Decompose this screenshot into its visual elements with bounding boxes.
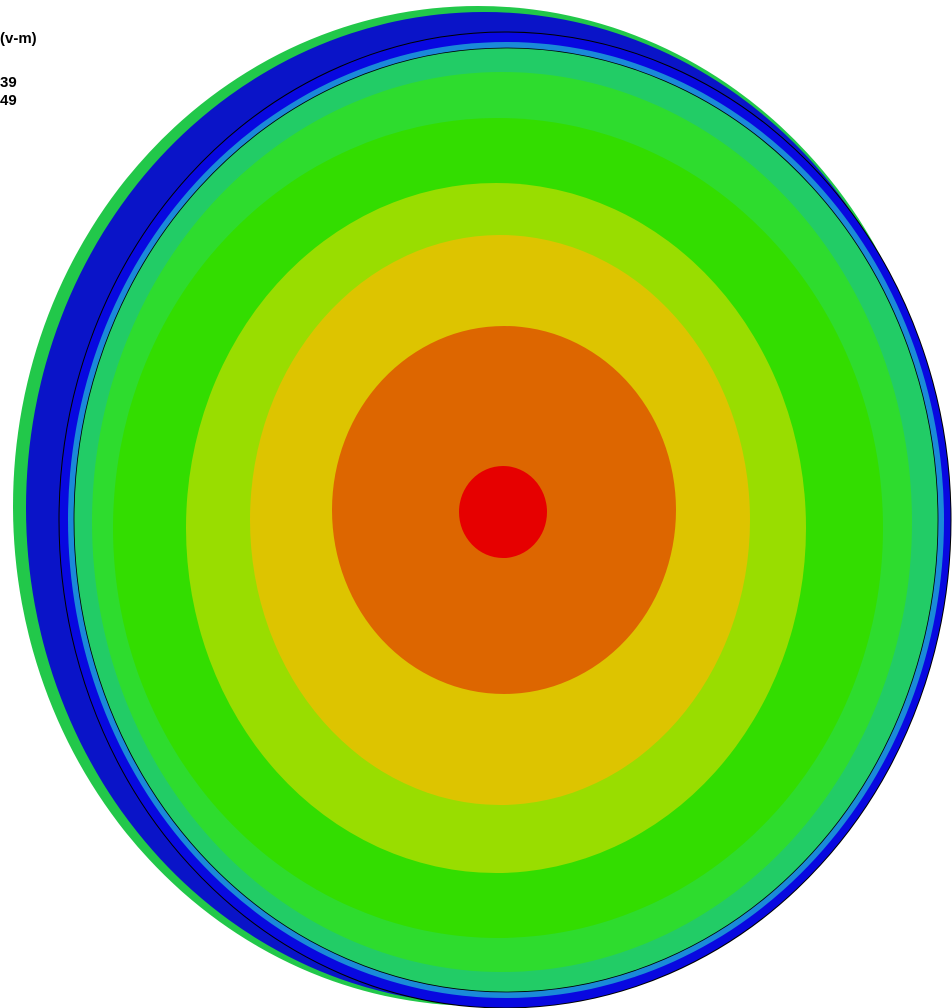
legend-line: 49 xyxy=(0,92,17,109)
disc-model xyxy=(13,6,952,1008)
contour-peak xyxy=(459,466,547,558)
legend-title: (v-m) xyxy=(0,30,37,47)
legend-line: 39 xyxy=(0,74,17,91)
